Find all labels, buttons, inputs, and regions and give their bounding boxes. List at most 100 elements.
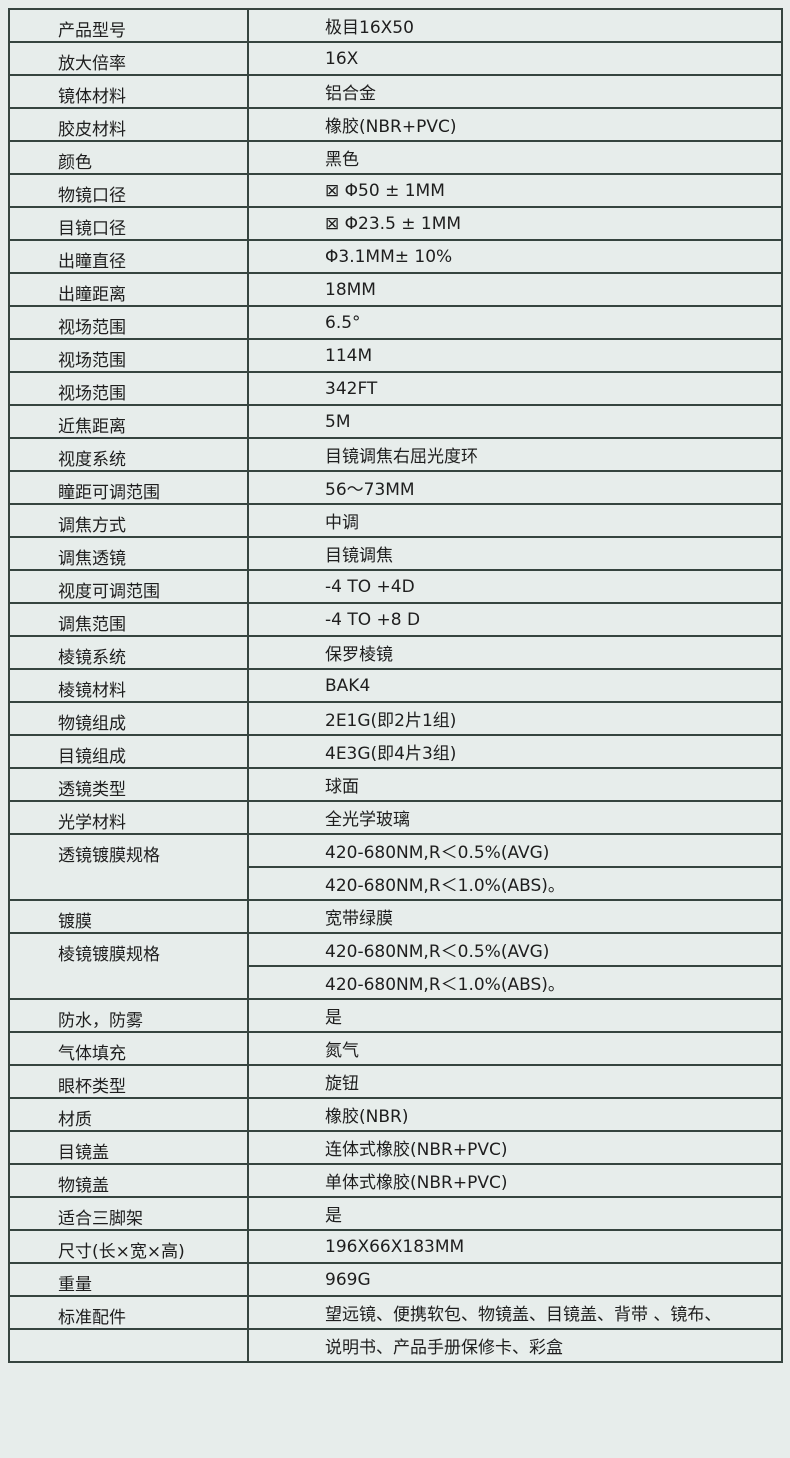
row-value: 114M: [247, 338, 783, 373]
table-row: 调焦方式 中调: [8, 503, 783, 538]
row-label: 调焦方式: [8, 503, 249, 538]
row-value: 铝合金: [247, 74, 783, 109]
row-value: 目镜调焦右屈光度环: [247, 437, 783, 472]
row-value: 16X: [247, 41, 783, 76]
table-body: 产品型号 极目16X50 放大倍率 16X 镜体材料 铝合金 胶皮材料 橡胶(NBR+PVC)…: [8, 8, 783, 1363]
row-label: 放大倍率: [8, 41, 249, 76]
row-value: 6.5°: [247, 305, 783, 340]
row-label: 出瞳直径: [8, 239, 249, 274]
table-row: 棱镜材料 BAK4: [8, 668, 783, 703]
table-row: 光学材料 全光学玻璃: [8, 800, 783, 835]
row-label: 近焦距离: [8, 404, 249, 439]
row-label: 标准配件: [8, 1295, 249, 1330]
row-label: 透镜镀膜规格: [8, 833, 249, 901]
row-value: 18MM: [247, 272, 783, 307]
row-label: 目镜组成: [8, 734, 249, 769]
row-label: 材质: [8, 1097, 249, 1132]
table-row: 近焦距离 5M: [8, 404, 783, 439]
table-row: 产品型号 极目16X50: [8, 8, 783, 43]
table-row: 标准配件 望远镜、便携软包、物镜盖、目镜盖、背带 、镜布、: [8, 1295, 783, 1330]
row-value: 宽带绿膜: [247, 899, 783, 934]
row-label: 瞳距可调范围: [8, 470, 249, 505]
table-row: 镜体材料 铝合金: [8, 74, 783, 109]
table-row: 420-680NM,R＜1.0%(ABS)。: [9, 965, 783, 1000]
row-value: 969G: [247, 1262, 783, 1297]
table-row: 目镜盖 连体式橡胶(NBR+PVC): [8, 1130, 783, 1165]
row-label: 物镜盖: [8, 1163, 249, 1198]
table-row: 视度系统 目镜调焦右屈光度环: [8, 437, 783, 472]
table-row: 气体填充 氮气: [8, 1031, 783, 1066]
row-value: -4 TO +4D: [247, 569, 783, 604]
row-value: 极目16X50: [247, 8, 783, 43]
table-row: 放大倍率 16X: [8, 41, 783, 76]
row-label: 产品型号: [8, 8, 249, 43]
table-row: 视场范围 342FT: [8, 371, 783, 406]
row-label: 棱镜材料: [8, 668, 249, 703]
row-value: 420-680NM,R＜1.0%(ABS)。: [247, 866, 783, 901]
row-label: 物镜组成: [8, 701, 249, 736]
row-value: 说明书、产品手册保修卡、彩盒: [247, 1328, 783, 1363]
table-row: 420-680NM,R＜1.0%(ABS)。: [9, 866, 783, 901]
row-label: 光学材料: [8, 800, 249, 835]
row-label: 目镜盖: [8, 1130, 249, 1165]
row-label: 镜体材料: [8, 74, 249, 109]
row-label: 气体填充: [8, 1031, 249, 1066]
row-label: 防水，防雾: [8, 998, 249, 1033]
row-label: 透镜类型: [8, 767, 249, 802]
row-label: 目镜口径: [8, 206, 249, 241]
row-value: 旋钮: [247, 1064, 783, 1099]
row-value: 是: [247, 998, 783, 1033]
table-row: 尺寸(长×宽×高) 196X66X183MM: [8, 1229, 783, 1264]
table-row: 透镜类型 球面: [8, 767, 783, 802]
row-value: 单体式橡胶(NBR+PVC): [247, 1163, 783, 1198]
row-label: [8, 1328, 249, 1363]
row-value: 5M: [247, 404, 783, 439]
row-label: 视场范围: [8, 305, 249, 340]
spec-table: 产品型号 极目16X50 放大倍率 16X 镜体材料 铝合金 胶皮材料 橡胶(NBR+PVC)…: [8, 8, 783, 1363]
table-row: 重量 969G: [8, 1262, 783, 1297]
row-value: 球面: [247, 767, 783, 802]
table-row: 目镜组成 4E3G(即4片3组): [8, 734, 783, 769]
table-row: 胶皮材料 橡胶(NBR+PVC): [8, 107, 783, 142]
table-row: 说明书、产品手册保修卡、彩盒: [8, 1328, 783, 1363]
row-label: 胶皮材料: [8, 107, 249, 142]
row-label: 棱镜系统: [8, 635, 249, 670]
row-label: 调焦透镜: [8, 536, 249, 571]
row-value: -4 TO +8 D: [247, 602, 783, 637]
table-row: 棱镜系统 保罗棱镜: [8, 635, 783, 670]
row-label: 重量: [8, 1262, 249, 1297]
row-label: 适合三脚架: [8, 1196, 249, 1231]
row-value: 中调: [247, 503, 783, 538]
table-row: 物镜口径 ⊠ Φ50 ± 1MM: [8, 173, 783, 208]
row-label: 眼杯类型: [8, 1064, 249, 1099]
table-row: 透镜镀膜规格 420-680NM,R＜0.5%(AVG): [8, 833, 783, 901]
table-row: 镀膜 宽带绿膜: [8, 899, 783, 934]
table-row: 眼杯类型 旋钮: [8, 1064, 783, 1099]
row-value: 黑色: [247, 140, 783, 175]
table-row: 调焦范围 -4 TO +8 D: [8, 602, 783, 637]
row-value: Φ3.1MM± 10%: [247, 239, 783, 274]
row-label: 出瞳距离: [8, 272, 249, 307]
row-label: 物镜口径: [8, 173, 249, 208]
table-row: 目镜口径 ⊠ Φ23.5 ± 1MM: [8, 206, 783, 241]
row-label: 视度可调范围: [8, 569, 249, 604]
row-value: 4E3G(即4片3组): [247, 734, 783, 769]
row-label: 视场范围: [8, 371, 249, 406]
table-row: 棱镜镀膜规格 420-680NM,R＜0.5%(AVG): [8, 932, 783, 1000]
row-value: ⊠ Φ50 ± 1MM: [247, 173, 783, 208]
table-row: 调焦透镜 目镜调焦: [8, 536, 783, 571]
row-value: 342FT: [247, 371, 783, 406]
row-value: 橡胶(NBR+PVC): [247, 107, 783, 142]
table-row: 材质 橡胶(NBR): [8, 1097, 783, 1132]
table-row: 瞳距可调范围 56～73MM: [8, 470, 783, 505]
row-value: 2E1G(即2片1组): [247, 701, 783, 736]
table-row: 颜色 黑色: [8, 140, 783, 175]
table-row: 出瞳直径 Φ3.1MM± 10%: [8, 239, 783, 274]
row-label: 颜色: [8, 140, 249, 175]
row-label: 尺寸(长×宽×高): [8, 1229, 249, 1264]
row-label: 视度系统: [8, 437, 249, 472]
row-value: 196X66X183MM: [247, 1229, 783, 1264]
row-value: 420-680NM,R＜1.0%(ABS)。: [247, 965, 783, 1000]
row-value: 望远镜、便携软包、物镜盖、目镜盖、背带 、镜布、: [247, 1295, 783, 1330]
